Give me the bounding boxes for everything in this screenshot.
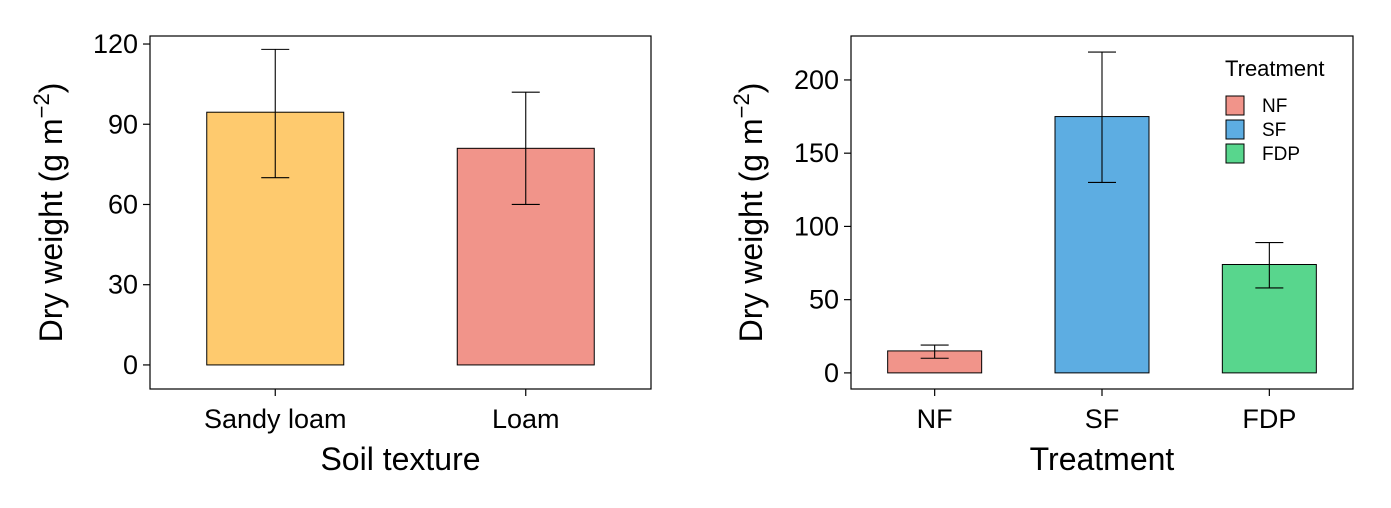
- y-tick-label: 100: [794, 211, 839, 241]
- plot-border: [149, 35, 652, 390]
- y-axis-label-close: ): [33, 83, 69, 94]
- legend-swatch-fdp: [1225, 143, 1245, 164]
- error-bar-loam: [511, 91, 540, 206]
- y-tick-label: 0: [123, 350, 138, 380]
- y-axis-label-superscript: −2: [729, 93, 754, 118]
- legend-label-fdp: FDP: [1262, 144, 1300, 165]
- x-tick-label: NF: [917, 404, 953, 434]
- y-tick-label: 0: [824, 358, 839, 388]
- y-axis-label: Dry weight (g m−2): [729, 83, 769, 343]
- legend-label-nf: NF: [1262, 96, 1287, 117]
- error-bar-fdp: [1255, 241, 1284, 289]
- x-axis-label: Treatment: [1030, 441, 1175, 477]
- y-tick-label: 60: [108, 189, 138, 219]
- x-tick-label: FDP: [1242, 404, 1296, 434]
- y-axis-label-text: Dry weight (g m: [733, 118, 769, 342]
- y-axis-label-close: ): [733, 83, 769, 94]
- error-bar-sf: [1088, 51, 1116, 184]
- y-axis-label-superscript: −2: [29, 93, 54, 118]
- y-tick-label: 120: [93, 29, 138, 59]
- chart-panel-2: 0 50 100 150 200 NF SF FDP Treatment Dry weight (…: [729, 35, 1354, 477]
- legend-swatch-sf: [1225, 119, 1245, 140]
- y-axis-label-text: Dry weight (g m: [33, 118, 69, 342]
- y-axis-label: Dry weight (g m−2): [29, 83, 69, 343]
- legend-title: Treatment: [1225, 56, 1324, 81]
- x-axis-label: Soil texture: [320, 441, 480, 477]
- legend-swatch-nf: [1225, 95, 1245, 116]
- y-tick-label: 50: [809, 285, 839, 315]
- error-bar-nf: [920, 344, 949, 359]
- chart-panel-1: 0 30 60 90 120 Sandy loam Loam Soil texture Dry …: [29, 29, 652, 477]
- x-tick-label: Loam: [492, 404, 560, 434]
- y-tick-label: 150: [794, 138, 839, 168]
- x-tick-label: SF: [1085, 404, 1120, 434]
- y-tick-label: 200: [794, 65, 839, 95]
- x-tick-label: Sandy loam: [204, 404, 347, 434]
- y-tick-label: 30: [108, 270, 138, 300]
- legend-label-sf: SF: [1262, 120, 1286, 141]
- y-tick-label: 90: [108, 109, 138, 139]
- legend: Treatment NF SF FDP: [1225, 56, 1324, 165]
- error-bar-sandy-loam: [261, 48, 290, 179]
